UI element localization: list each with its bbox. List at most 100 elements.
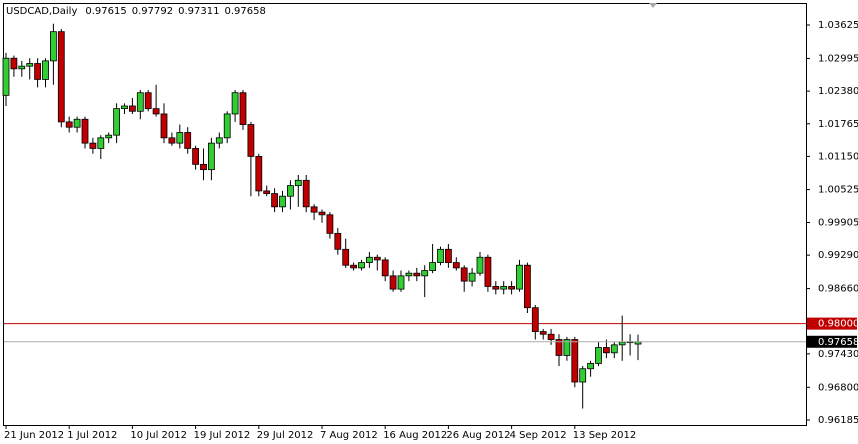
candle-body (73, 118, 81, 128)
y-tick-label: 0.99905 (818, 217, 858, 228)
candle-body (286, 185, 294, 197)
level-label-box (807, 317, 857, 330)
y-tick-label: 0.97430 (818, 349, 858, 360)
candle-body (492, 286, 500, 290)
candle-body (444, 248, 452, 263)
candle-body (26, 63, 34, 67)
candle-body (128, 105, 136, 112)
candle-body (65, 121, 73, 128)
candle-body (18, 65, 26, 70)
candle-body (421, 270, 429, 277)
candle-body (239, 92, 247, 125)
candle-body (413, 272, 421, 277)
shift-marker (649, 3, 657, 8)
candle-body (302, 179, 310, 208)
chart-title: USDCAD,Daily (6, 6, 77, 17)
candle-body (176, 132, 184, 144)
candle-body (437, 248, 444, 263)
x-tick-label: 13 Sep 2012 (573, 430, 636, 441)
candle-body (294, 179, 302, 187)
x-tick-label: 26 Aug 2012 (446, 430, 510, 441)
x-tick-label: 29 Jul 2012 (257, 430, 314, 441)
candle-body (397, 275, 405, 290)
candle-body (539, 331, 547, 335)
y-tick-label: 1.03625 (818, 20, 858, 31)
candle-body (358, 262, 365, 269)
candle-body (231, 92, 239, 115)
candle-body (42, 60, 49, 80)
candle-body (223, 113, 231, 139)
x-tick-label: 16 Aug 2012 (383, 430, 447, 441)
candle-body (144, 92, 152, 110)
candle-body (271, 193, 279, 208)
candle-body (81, 118, 89, 144)
candle-body (429, 262, 437, 271)
candle-body (516, 264, 523, 290)
x-tick-label: 10 Jul 2012 (130, 430, 187, 441)
x-tick-label: 19 Jul 2012 (194, 430, 251, 441)
candle-body (350, 264, 358, 269)
candle-body (508, 286, 516, 290)
y-tick-label: 0.98660 (818, 284, 858, 295)
x-tick-label: 21 Jun 2012 (4, 430, 64, 441)
candle-body (192, 148, 200, 165)
candle-body (255, 156, 263, 192)
candle-body (579, 368, 587, 383)
candle-body (618, 341, 626, 346)
header-value: 0.97615 (85, 6, 126, 17)
candle-body (484, 256, 492, 287)
candle-body (603, 347, 610, 354)
candle-body (365, 256, 373, 263)
candle-body (2, 57, 10, 96)
candle-body (334, 232, 342, 250)
price-label-box (807, 335, 857, 348)
candle-body (571, 339, 579, 383)
x-tick-label: 7 Aug 2012 (320, 430, 378, 441)
candle-body (563, 339, 571, 356)
y-tick-label: 0.99290 (818, 250, 858, 261)
candle-body (136, 92, 144, 112)
candle-body (207, 142, 215, 171)
candle-body (381, 259, 389, 277)
y-tick-label: 1.00525 (818, 185, 858, 196)
candle-body (168, 137, 176, 144)
candle-body (247, 124, 255, 157)
candle-body (531, 307, 539, 332)
candle-body (547, 333, 555, 340)
candle-body (342, 248, 350, 266)
candle-body (460, 267, 468, 282)
candle-body (89, 142, 97, 149)
candle-body (476, 256, 484, 274)
header-value: 0.97792 (132, 6, 173, 17)
candle-body (610, 344, 618, 354)
y-tick-label: 1.02995 (818, 53, 858, 64)
y-tick-label: 0.96800 (818, 382, 858, 393)
candle-body (373, 256, 381, 261)
candle-body (113, 108, 120, 136)
header-value: 0.97311 (178, 6, 219, 17)
y-tick-label: 1.01150 (818, 151, 858, 162)
header: USDCAD,Daily (6, 6, 77, 17)
candle-body (184, 132, 192, 149)
candle-body (215, 137, 223, 144)
candle-body (500, 286, 508, 290)
x-tick-label: 1 Jul 2012 (67, 430, 117, 441)
candle-body (595, 347, 602, 364)
candle-body (318, 211, 326, 216)
candle-body (468, 272, 476, 282)
candle-body (326, 214, 334, 234)
candle-body (405, 272, 413, 277)
y-tick-label: 0.96185 (818, 415, 858, 426)
price-label: 0.97658 (818, 337, 858, 348)
y-tick-label: 1.01765 (818, 119, 858, 130)
candle-body (310, 206, 318, 213)
candle-body (10, 57, 18, 70)
level-label: 0.98000 (818, 319, 858, 330)
candle-body (452, 262, 460, 269)
x-tick-label: 4 Sep 2012 (510, 430, 567, 441)
candle-body (160, 113, 168, 139)
candle-body (152, 108, 160, 115)
candle-body (279, 195, 286, 208)
